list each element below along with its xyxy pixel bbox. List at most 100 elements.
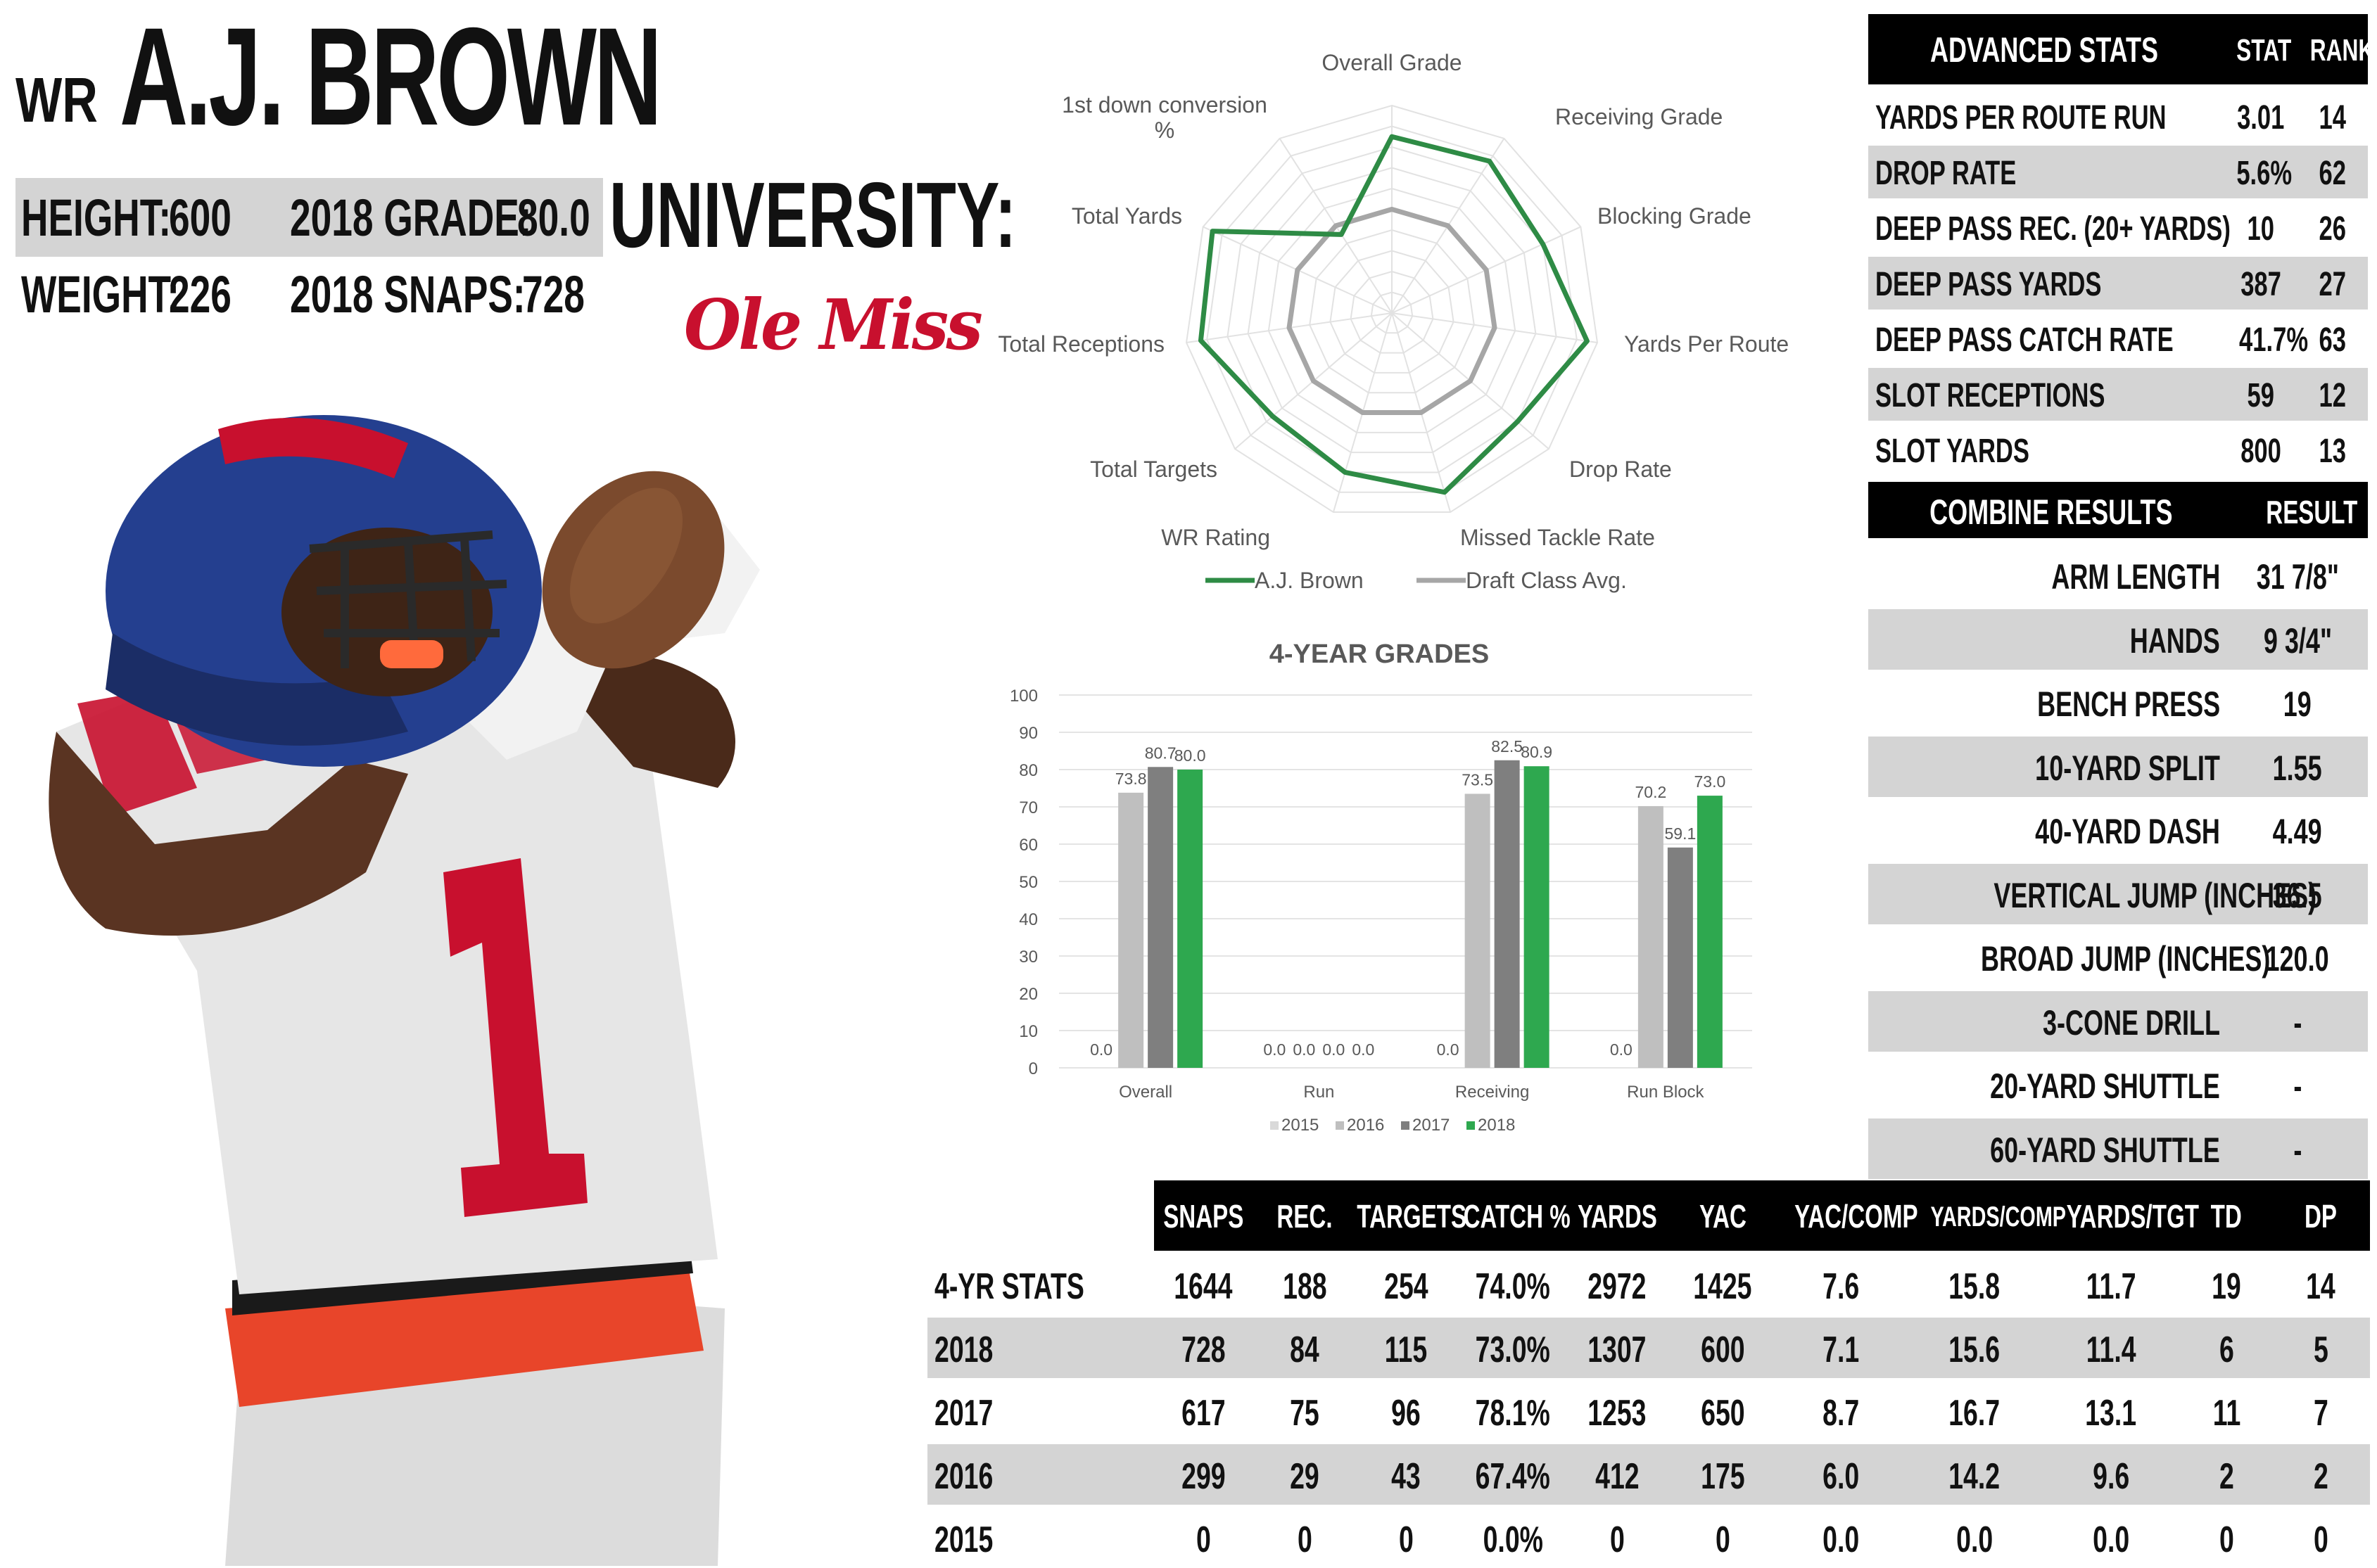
stats-cell: 6 bbox=[2156, 1332, 2297, 1368]
advanced-stats-label-text: SLOT YARDS bbox=[1875, 433, 2029, 470]
combine-row-label: 60-YARD SHUTTLE bbox=[1868, 1133, 2220, 1168]
stats-cell-text: 412 bbox=[1595, 1456, 1640, 1497]
advanced-stats-rank-text: 62 bbox=[2319, 155, 2347, 192]
combine-label-text: HANDS bbox=[2129, 620, 2220, 661]
combine-value-text: 4.49 bbox=[2272, 812, 2323, 851]
combine-label-text: VERTICAL JUMP (INCHES) bbox=[1993, 875, 2317, 915]
stats-cell: 115 bbox=[1336, 1332, 1476, 1368]
stats-cell: 11.7 bbox=[2041, 1268, 2181, 1305]
stats-cell-text: 0.0 bbox=[1956, 1519, 1993, 1560]
stats-cell-text: 43 bbox=[1391, 1456, 1421, 1497]
radar-grid-ring bbox=[1350, 270, 1434, 354]
stats-cell-text: 29 bbox=[1290, 1456, 1319, 1497]
stats-cell: 0 bbox=[2156, 1522, 2297, 1558]
bar-rect bbox=[1523, 766, 1549, 1068]
stats-cell-text: 78.1% bbox=[1475, 1393, 1551, 1434]
combine-label-text: BROAD JUMP (INCHES) bbox=[1980, 939, 2271, 979]
stats-row: 2017 617 75 96 78.1% 1253 650 8.7 16.7 13.1 11 7 bbox=[927, 1381, 2370, 1441]
bar-rect bbox=[1637, 805, 1663, 1068]
bar-rect bbox=[1464, 793, 1490, 1068]
stats-cell: 0 bbox=[1652, 1522, 1793, 1558]
stats-cell-text: 15.6 bbox=[1948, 1330, 2001, 1370]
stats-cell: 16.7 bbox=[1904, 1395, 2045, 1432]
advanced-stats-row-rank: 26 bbox=[2297, 212, 2368, 246]
stats-cell-text: 188 bbox=[1282, 1266, 1327, 1307]
bar-data-label: 0.0 bbox=[1090, 1040, 1113, 1059]
stats-cell-text: 0 bbox=[1196, 1519, 1211, 1560]
radar-axis-labels: Overall Grade Receiving Grade Blocking Gra… bbox=[998, 50, 1789, 550]
radar-axis-label: Total Targets bbox=[1090, 457, 1217, 482]
stats-cell-text: 14 bbox=[2306, 1266, 2335, 1307]
stats-cell: 1425 bbox=[1652, 1268, 1793, 1305]
stats-cell-text: 0 bbox=[2313, 1519, 2328, 1560]
stats-cell: 299 bbox=[1133, 1458, 1274, 1495]
bar-y-tick: 40 bbox=[1019, 910, 1038, 929]
stats-cell-text: 254 bbox=[1383, 1266, 1428, 1307]
advanced-stats-title-text: ADVANCED STATS bbox=[1930, 30, 2158, 70]
rank-column-header: RANK bbox=[2297, 35, 2375, 66]
stats-cell: 15.6 bbox=[1904, 1332, 2045, 1368]
stats-column-header: SNAPS bbox=[1133, 1200, 1274, 1232]
stats-cell-text: 16.7 bbox=[1948, 1393, 2001, 1434]
advanced-stats-row-label: YARDS PER ROUTE RUN bbox=[1875, 101, 2279, 135]
stats-cell: 0.0 bbox=[2041, 1522, 2181, 1558]
combine-label-text: 40-YARD DASH bbox=[2035, 812, 2220, 851]
stats-cell-text: 0 bbox=[1297, 1519, 1312, 1560]
stats-cell: 0 bbox=[1133, 1522, 1274, 1558]
stats-cell: 9.6 bbox=[2041, 1458, 2181, 1495]
combine-value-text: - bbox=[2293, 1066, 2302, 1106]
bar-grid: 0 10 20 30 40 50 60 70 80 90 100 bbox=[1010, 687, 1752, 1078]
stats-cell-text: 0 bbox=[2219, 1519, 2234, 1560]
stats-cell: 78.1% bbox=[1443, 1395, 1583, 1432]
stats-cell: 728 bbox=[1133, 1332, 1274, 1368]
stats-cell-text: 13.1 bbox=[2085, 1393, 2137, 1434]
stats-cell-text: 1425 bbox=[1693, 1266, 1752, 1307]
stats-column-header: YARDS bbox=[1547, 1200, 1687, 1232]
combine-row: VERTICAL JUMP (INCHES) 36.5 bbox=[1868, 863, 2368, 924]
stats-cell-text: 1307 bbox=[1587, 1330, 1647, 1370]
radar-axis-label: WR Rating bbox=[1161, 525, 1270, 550]
advanced-stats-label-text: DEEP PASS REC. (20+ YARDS) bbox=[1875, 210, 2231, 248]
advanced-stats-row: SLOT RECEPTIONS 59 12 bbox=[1868, 368, 2368, 421]
stats-cell: 15.8 bbox=[1904, 1268, 2045, 1305]
advanced-stats-stat-text: 5.6% bbox=[2236, 155, 2293, 192]
stats-cell-text: 728 bbox=[1181, 1330, 1226, 1370]
stats-cell-text: 600 bbox=[1700, 1330, 1745, 1370]
stats-row-label: 2017 bbox=[934, 1395, 1016, 1432]
advanced-stats-stat-text: 10 bbox=[2247, 210, 2275, 248]
bar-data-label: 82.5 bbox=[1491, 737, 1523, 756]
stats-column-header: TARGETS bbox=[1336, 1200, 1476, 1232]
stats-cell: 96 bbox=[1336, 1395, 1476, 1432]
stats-cell: 0 bbox=[1234, 1522, 1375, 1558]
bar-data-label: 70.2 bbox=[1635, 783, 1666, 801]
bar-y-tick: 20 bbox=[1019, 985, 1038, 1004]
stats-cell: 73.0% bbox=[1443, 1332, 1583, 1368]
advanced-stats-row-label: DEEP PASS REC. (20+ YARDS) bbox=[1875, 212, 2369, 246]
stats-column-header-text: CATCH % bbox=[1463, 1198, 1571, 1235]
stats-column-header-text: DP bbox=[2304, 1198, 2338, 1235]
stats-row-label: 2016 bbox=[934, 1458, 1016, 1495]
bar-y-tick: 10 bbox=[1019, 1022, 1038, 1041]
height-value: 600 bbox=[169, 189, 232, 247]
stats-column-header-text: YARDS/TGT bbox=[2066, 1198, 2199, 1235]
stats-cell: 600 bbox=[1652, 1332, 1793, 1368]
bar-y-tick: 60 bbox=[1019, 836, 1038, 855]
combine-row-value: 19 bbox=[2238, 687, 2357, 722]
stats-cell-text: 1253 bbox=[1587, 1393, 1647, 1434]
combine-row: 20-YARD SHUTTLE - bbox=[1868, 1054, 2368, 1116]
bar-legend-label: 2018 bbox=[1478, 1116, 1515, 1135]
stats-cell: 1644 bbox=[1133, 1268, 1274, 1305]
stats-cell: 14.2 bbox=[1904, 1458, 2045, 1495]
advanced-stats-row-rank: 62 bbox=[2297, 157, 2368, 191]
bar-legend-label: 2016 bbox=[1347, 1116, 1384, 1135]
advanced-stats-row: DEEP PASS CATCH RATE 41.7% 63 bbox=[1868, 312, 2368, 365]
bar-data-label: 80.9 bbox=[1521, 743, 1552, 761]
stats-cell-text: 0 bbox=[1715, 1519, 1730, 1560]
stats-cell: 8.7 bbox=[1770, 1395, 1911, 1432]
bar-y-tick: 90 bbox=[1019, 724, 1038, 743]
stats-column-header: DP bbox=[2250, 1200, 2377, 1232]
advanced-stats-rank-text: 14 bbox=[2319, 99, 2347, 136]
stats-column-header: CATCH % bbox=[1443, 1200, 1583, 1232]
radar-chart: Overall Grade Receiving Grade Blocking Gra… bbox=[998, 50, 1789, 593]
stats-cell: 43 bbox=[1336, 1458, 1476, 1495]
